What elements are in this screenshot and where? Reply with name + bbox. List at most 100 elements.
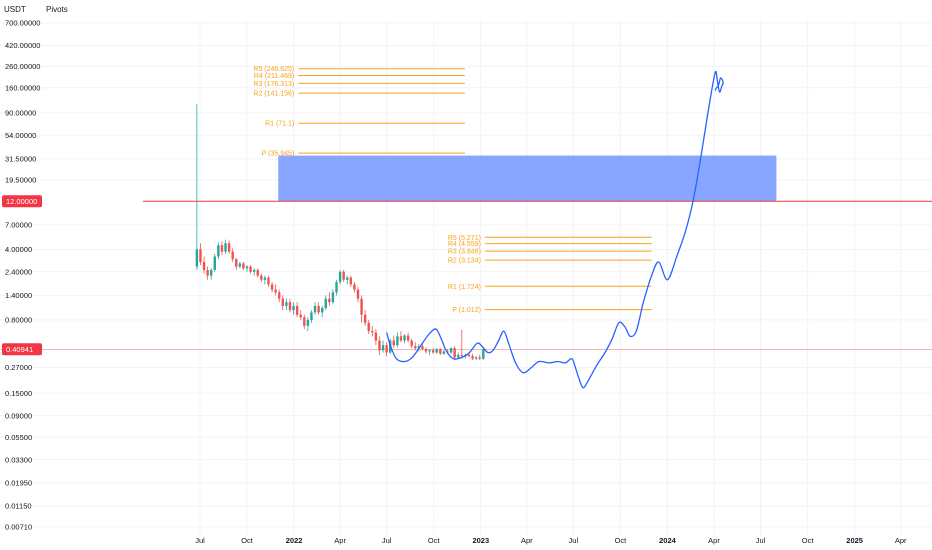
- candle: [224, 239, 227, 254]
- chart-grid: [0, 20, 932, 535]
- candle: [392, 335, 395, 349]
- candle: [213, 253, 216, 272]
- pivot-label: P (1.012): [452, 307, 481, 314]
- candle: [285, 298, 288, 311]
- candle: [206, 266, 209, 280]
- candle: [410, 338, 413, 349]
- candle: [399, 331, 403, 343]
- candle: [324, 295, 327, 311]
- candle: [199, 243, 202, 266]
- target-zone-rectangle[interactable]: [278, 155, 777, 202]
- pivot-label: P (35.945): [262, 151, 295, 158]
- pivot-label: R5 (246.625): [253, 66, 294, 73]
- time-tick-label: 2022: [286, 536, 303, 545]
- candle: [371, 325, 374, 337]
- price-axis[interactable]: 700.00000 420.00000 260.00000 160.00000 90.0…: [5, 19, 40, 532]
- candle: [478, 354, 481, 361]
- pivot-label: R2 (3.134): [448, 258, 481, 265]
- time-tick-label: Jul: [382, 536, 392, 545]
- time-axis[interactable]: Jul Oct 2022 Apr Jul Oct 2023 Apr Jul Oct 2024 Apr J…: [195, 536, 907, 545]
- price-tick-label: 0.27000: [5, 363, 32, 372]
- pivot-label: R2 (141.156): [253, 91, 294, 98]
- pivot-label: R4 (211.469): [254, 73, 294, 80]
- candle: [342, 269, 345, 283]
- time-tick-label: 2023: [472, 536, 489, 545]
- candle: [288, 298, 292, 313]
- price-tick-label: 0.01950: [5, 478, 32, 487]
- candle: [220, 241, 224, 256]
- candle: [281, 295, 285, 311]
- time-tick-label: 2024: [659, 536, 677, 545]
- time-tick-label: Oct: [802, 536, 815, 545]
- time-tick-label: Jul: [756, 536, 766, 545]
- price-tick-label: 31.50000: [5, 155, 36, 164]
- price-tick-label: 260.00000: [5, 62, 40, 71]
- candle: [195, 104, 199, 270]
- time-tick-label: Apr: [708, 536, 720, 545]
- price-tick-label: 0.80000: [5, 316, 32, 325]
- time-tick-label: Oct: [615, 536, 628, 545]
- candle: [449, 347, 453, 354]
- pivot-label: R1 (71.1): [265, 121, 294, 128]
- candle: [457, 352, 460, 359]
- candle: [260, 273, 263, 283]
- candle: [278, 289, 281, 303]
- candle: [406, 332, 410, 343]
- price-tick-label: 7.00000: [5, 220, 32, 229]
- price-tick-label: 160.00000: [5, 83, 40, 92]
- price-tick-label: 0.00710: [5, 523, 32, 532]
- price-tick-label: 420.00000: [5, 41, 40, 50]
- candle: [242, 261, 245, 270]
- pivot-label: R3 (3.846): [448, 249, 481, 256]
- candle: [335, 279, 338, 296]
- candle: [270, 282, 274, 293]
- time-tick-label: Jul: [569, 536, 579, 545]
- time-tick-label: Apr: [895, 536, 907, 545]
- candle: [396, 332, 399, 348]
- candle: [249, 265, 252, 274]
- candle: [439, 348, 442, 355]
- candle: [231, 248, 234, 262]
- candle: [267, 275, 270, 287]
- price-badge-label: 12.00000: [6, 197, 37, 206]
- candle: [320, 305, 324, 318]
- candle: [274, 284, 277, 296]
- price-badge: 0.40941: [2, 343, 42, 356]
- candle: [403, 334, 406, 344]
- candle: [238, 261, 242, 269]
- candle: [363, 310, 367, 326]
- time-tick-label: 2025: [846, 536, 863, 545]
- time-tick-label: Oct: [428, 536, 441, 545]
- candle: [338, 269, 342, 285]
- price-tick-label: 700.00000: [5, 19, 40, 28]
- candle: [381, 340, 385, 353]
- candle: [252, 268, 256, 276]
- candle: [331, 289, 335, 305]
- price-tick-label: 54.00000: [5, 131, 36, 140]
- candle: [421, 343, 424, 351]
- candle: [367, 319, 370, 335]
- candle: [356, 286, 360, 303]
- candle: [217, 242, 220, 260]
- candle: [428, 349, 431, 355]
- candle: [328, 292, 331, 306]
- currency-label: USDT: [4, 5, 26, 14]
- time-tick-label: Oct: [241, 536, 254, 545]
- time-tick-label: Apr: [521, 536, 533, 545]
- time-tick-label: Apr: [334, 536, 346, 545]
- indicator-label: Pivots: [46, 5, 68, 14]
- candle: [442, 350, 446, 355]
- price-tick-label: 0.05500: [5, 433, 32, 442]
- candle: [385, 342, 388, 357]
- candle: [471, 353, 474, 361]
- candle: [374, 329, 378, 346]
- price-tick-label: 0.01150: [5, 501, 32, 510]
- price-tick-label: 1.40000: [5, 291, 32, 300]
- pivot-levels: R5 (246.625)R4 (211.469)R3 (176.313) R2 (…: [253, 66, 652, 314]
- pivot-label: R3 (176.313): [253, 81, 294, 88]
- forecast-drawing-path[interactable]: [386, 70, 724, 389]
- candle: [482, 348, 485, 361]
- price-tick-label: 0.15000: [5, 389, 32, 398]
- candle: [460, 329, 464, 359]
